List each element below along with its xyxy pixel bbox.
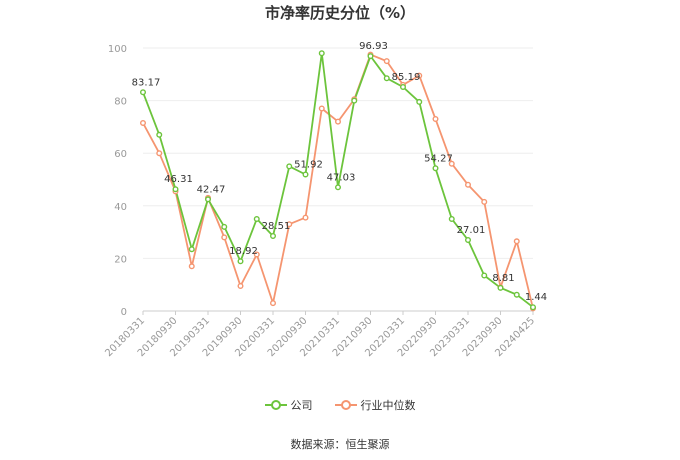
legend: 公司 行业中位数 (0, 397, 680, 413)
y-tick-label: 60 (114, 149, 127, 160)
data-point[interactable] (432, 165, 439, 172)
data-point[interactable] (156, 150, 163, 157)
data-source: 数据来源：恒生聚源 (290, 438, 390, 451)
y-tick-label: 0 (121, 307, 127, 318)
data-point[interactable] (286, 221, 293, 228)
data-point[interactable] (432, 116, 439, 123)
data-point[interactable] (481, 198, 488, 205)
legend-line-icon (264, 400, 287, 410)
data-point[interactable] (335, 118, 342, 125)
data-point[interactable] (416, 98, 423, 105)
data-label: 96.93 (359, 41, 388, 52)
y-tick-label: 40 (114, 202, 127, 213)
data-label: 28.51 (262, 221, 291, 232)
data-label: 27.01 (457, 225, 486, 236)
chart-title: 市净率历史分位（%） (264, 4, 416, 22)
data-label: 18.92 (229, 246, 258, 257)
data-point[interactable] (139, 89, 146, 96)
data-point[interactable] (286, 163, 293, 170)
legend-label-company: 公司 (290, 399, 313, 412)
data-point[interactable] (318, 50, 325, 57)
data-point[interactable] (270, 300, 277, 307)
series-points (139, 50, 537, 312)
data-point[interactable] (497, 284, 504, 291)
data-point[interactable] (270, 233, 277, 240)
x-axis: 2018033120180930201903312019093020200331… (103, 311, 537, 359)
data-point[interactable] (188, 263, 195, 270)
data-point[interactable] (237, 258, 244, 265)
data-point[interactable] (302, 214, 309, 221)
data-point[interactable] (351, 97, 358, 104)
data-point[interactable] (465, 236, 472, 243)
data-point[interactable] (465, 181, 472, 188)
data-label: 83.17 (132, 77, 161, 88)
data-point[interactable] (172, 186, 179, 193)
data-point[interactable] (204, 196, 211, 203)
legend-label-industry-median: 行业中位数 (360, 399, 416, 412)
data-point[interactable] (513, 238, 520, 245)
data-point[interactable] (188, 246, 195, 253)
data-label: 85.19 (392, 72, 421, 83)
data-labels: 83.17 46.31 42.47 18.92 28.51 51.92 47.03 96.93… (132, 41, 547, 303)
y-tick-label: 80 (114, 97, 127, 108)
data-point[interactable] (383, 58, 390, 65)
data-point[interactable] (367, 53, 374, 60)
data-point[interactable] (416, 72, 423, 79)
data-point[interactable] (302, 171, 309, 178)
data-point[interactable] (448, 215, 455, 222)
data-point[interactable] (400, 83, 407, 90)
data-point[interactable] (513, 291, 520, 298)
data-label: 1.44 (525, 292, 547, 303)
data-point[interactable] (139, 119, 146, 126)
y-tick-label: 20 (114, 254, 127, 265)
data-label: 51.92 (294, 159, 323, 170)
data-label: 46.31 (164, 174, 193, 185)
data-point[interactable] (530, 304, 537, 311)
y-axis: 0 20 40 60 80 100 (108, 44, 127, 318)
data-label: 8.81 (492, 273, 514, 284)
data-point[interactable] (318, 105, 325, 112)
legend-item-industry-median[interactable]: 行业中位数 (334, 397, 416, 413)
legend-line-icon (334, 400, 357, 410)
data-point[interactable] (253, 215, 260, 222)
data-point[interactable] (237, 283, 244, 290)
data-point[interactable] (383, 75, 390, 82)
data-label: 47.03 (327, 172, 356, 183)
y-tick-label: 100 (108, 44, 127, 55)
legend-item-company[interactable]: 公司 (264, 397, 313, 413)
data-label: 42.47 (197, 184, 226, 195)
data-point[interactable] (448, 160, 455, 167)
data-point[interactable] (335, 184, 342, 191)
data-point[interactable] (481, 272, 488, 279)
data-point[interactable] (221, 234, 228, 241)
data-label: 54.27 (424, 153, 453, 164)
data-point[interactable] (253, 251, 260, 258)
data-point[interactable] (221, 223, 228, 230)
data-point[interactable] (156, 131, 163, 138)
